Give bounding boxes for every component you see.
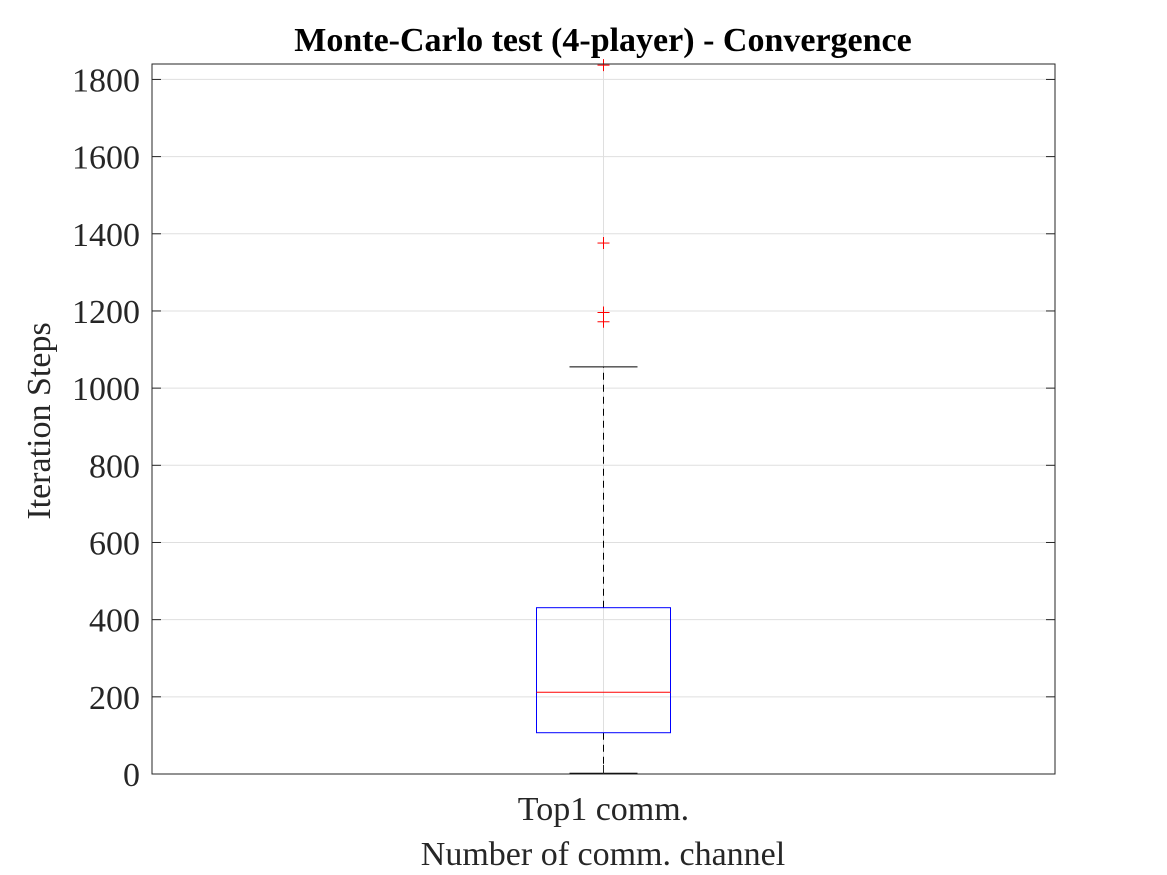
outlier-marker	[597, 59, 610, 72]
y-tick-label: 200	[89, 680, 140, 717]
outlier-marker	[597, 306, 610, 319]
y-tick-label: 1200	[72, 294, 140, 331]
y-tick-label: 1000	[72, 371, 140, 408]
box-iqr	[536, 607, 671, 734]
y-tick-label: 1800	[72, 62, 140, 99]
y-axis-label: Iteration Steps	[21, 322, 58, 519]
outlier-marker	[597, 237, 610, 250]
y-tick-label: 1600	[72, 140, 140, 177]
y-tick-label: 400	[89, 603, 140, 640]
x-tick-label: Top1 comm.	[518, 791, 689, 828]
axes: 0 200 400 600 800 1000 1200 1400 1600 1800 Top1 co…	[72, 62, 1056, 828]
y-tick-label: 800	[89, 448, 140, 485]
chart-title: Monte-Carlo test (4-player) - Convergenc…	[294, 22, 911, 59]
y-tick-label: 600	[89, 525, 140, 562]
y-tick-label: 0	[123, 757, 140, 794]
x-axis-label: Number of comm. channel	[421, 836, 785, 873]
y-tick-label: 1400	[72, 217, 140, 254]
